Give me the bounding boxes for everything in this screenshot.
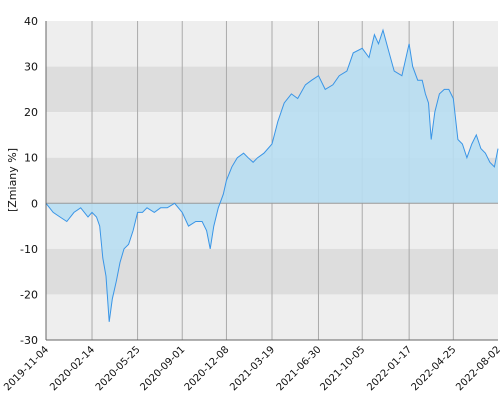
y-tick-label: -10 (20, 243, 38, 256)
x-tick-label: 2022-08-02 (454, 344, 500, 393)
x-tick-label: 2021-03-19 (228, 344, 277, 393)
x-tick-label: 2020-05-25 (94, 344, 143, 393)
y-tick-label: 20 (24, 106, 38, 119)
y-tick-label: 10 (24, 152, 38, 165)
x-tick-label: 2019-11-04 (2, 344, 51, 393)
x-tick-label: 2021-06-30 (275, 344, 324, 393)
x-tick-label: 2020-09-01 (138, 344, 187, 393)
series-line (45, 28, 499, 322)
x-tick-labels: 2019-11-042020-02-142020-05-252020-09-01… (2, 344, 500, 393)
series-area (46, 30, 498, 322)
y-tick-label: -30 (20, 334, 38, 347)
x-tick-label: 2021-10-05 (318, 344, 367, 393)
x-tick-label: 2022-04-25 (410, 344, 459, 393)
x-tick-label: 2020-02-14 (48, 344, 97, 393)
y-tick-label: 40 (24, 15, 38, 28)
y-tick-label: 30 (24, 61, 38, 74)
y-tick-label: 0 (31, 197, 38, 210)
x-tick-label: 2020-12-08 (183, 344, 232, 393)
y-tick-labels: 40 30 20 10 0 -10 -20 -30 (20, 15, 38, 347)
y-tick-label: -20 (20, 288, 38, 301)
y-axis-title: [Zmiany %] (6, 148, 19, 212)
x-tick-label: 2022-01-17 (365, 344, 414, 393)
